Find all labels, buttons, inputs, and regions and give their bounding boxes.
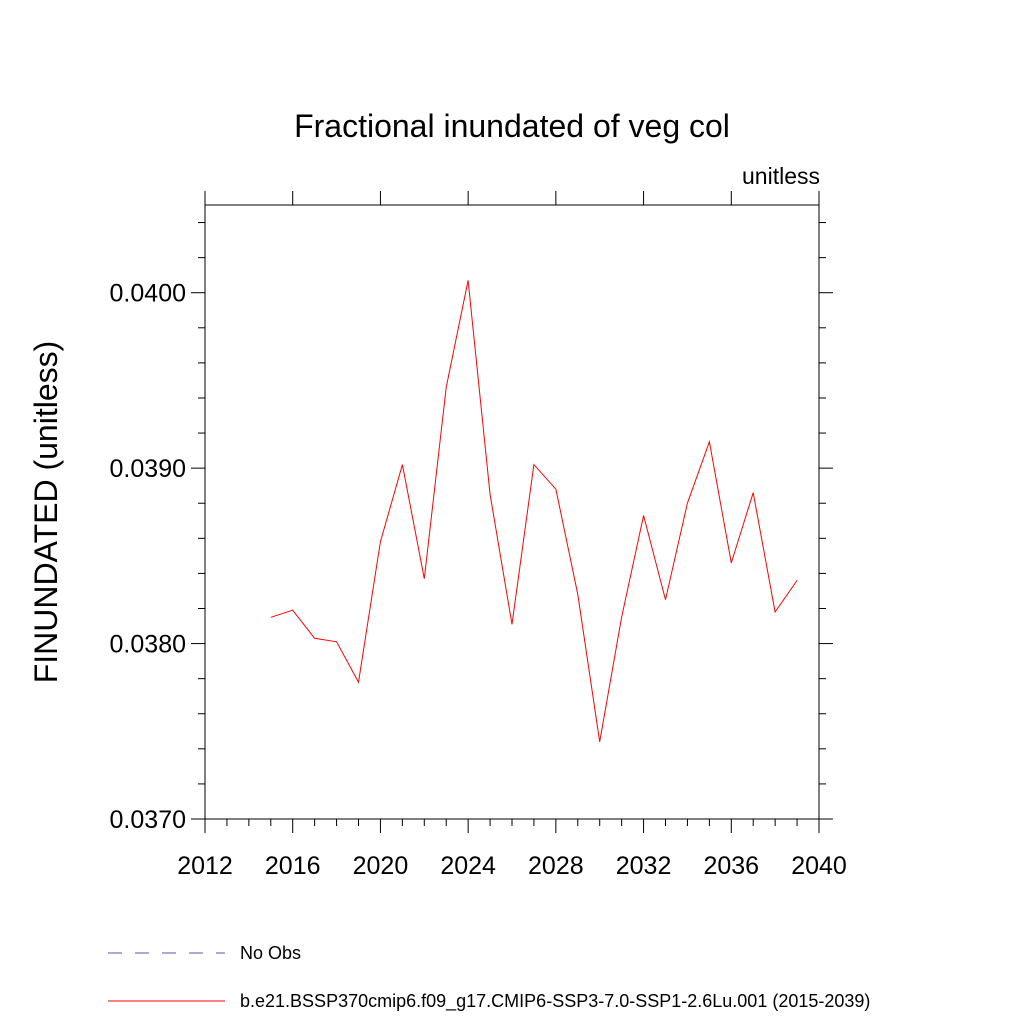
x-tick-label: 2016 xyxy=(265,852,321,880)
x-tick-label: 2020 xyxy=(353,852,409,880)
x-tick-label: 2032 xyxy=(616,852,672,880)
plot-frame xyxy=(204,204,820,820)
tick-labels: 2012 2016 2020 2024 2028 2032 2036 2040 0.0370 0.… xyxy=(110,280,847,880)
x-tick-label: 2012 xyxy=(177,852,233,880)
y-tick-label: 0.0380 xyxy=(110,631,186,659)
x-tick-label: 2036 xyxy=(703,852,759,880)
x-tick-label: 2024 xyxy=(440,852,496,880)
axis-ticks xyxy=(191,191,833,833)
y-tick-label: 0.0400 xyxy=(110,280,186,308)
units-label: unitless xyxy=(742,163,820,189)
x-tick-label: 2040 xyxy=(791,852,847,880)
series-line-1 xyxy=(270,280,798,742)
x-tick-label: 2028 xyxy=(528,852,584,880)
y-axis-label: FINUNDATED (unitless) xyxy=(28,341,64,684)
legend-label-no-obs: No Obs xyxy=(240,943,301,963)
legend: No Obs b.e21.BSSP370cmip6.f09_g17.CMIP6-… xyxy=(108,943,870,1012)
legend-label-model: b.e21.BSSP370cmip6.f09_g17.CMIP6-SSP3-7.… xyxy=(240,991,870,1012)
series-layer xyxy=(270,280,798,742)
chart-title: Fractional inundated of veg col xyxy=(294,108,730,144)
y-tick-label: 0.0370 xyxy=(110,806,186,834)
y-tick-label: 0.0390 xyxy=(110,455,186,483)
